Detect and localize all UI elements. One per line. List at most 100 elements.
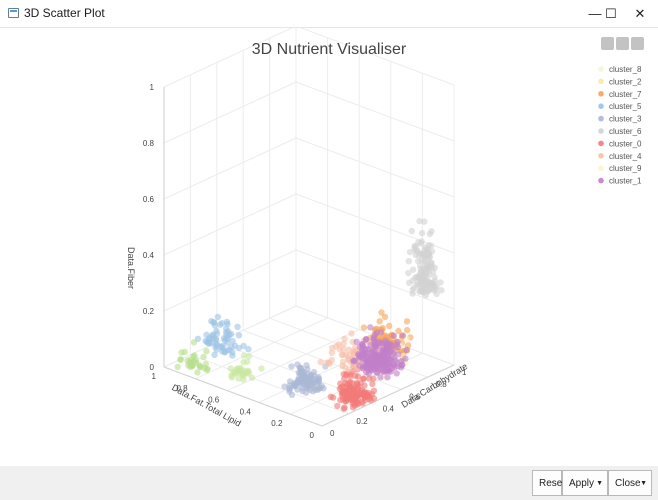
scatter-point-cluster_1 — [360, 351, 368, 358]
scatter-point-cluster_1 — [403, 346, 410, 354]
y-tick-label: 0 — [310, 431, 315, 440]
legend-marker-cluster_5 — [598, 103, 604, 109]
apply-button[interactable]: Apply ▼ — [562, 470, 608, 496]
x-axis-line — [321, 364, 455, 427]
legend-item-cluster_4[interactable]: cluster_4 — [609, 152, 642, 161]
scatter-point-cluster_4 — [341, 335, 348, 342]
scatter-point-cluster_1 — [383, 345, 391, 352]
scatter-point-cluster_2 — [200, 353, 207, 361]
chart-title: 3D Nutrient Visualiser — [252, 41, 407, 58]
scatter-point-cluster_1 — [353, 338, 360, 345]
scatter-point-cluster_6 — [405, 258, 412, 265]
scatter-point-cluster_1 — [390, 361, 397, 368]
scatter-point-cluster_1 — [380, 368, 387, 376]
legend-item-cluster_9[interactable]: cluster_9 — [609, 164, 642, 173]
scatter-point-cluster_1 — [376, 339, 383, 347]
legend-marker-cluster_2 — [598, 78, 604, 85]
scatter-point-cluster_3 — [281, 383, 288, 390]
z-axis-title: Data.Fiber — [126, 247, 136, 289]
legend-marker-cluster_0 — [598, 140, 604, 147]
scatter-point-cluster_4 — [344, 355, 352, 362]
scatter-point-cluster_0 — [347, 373, 354, 381]
legend-item-cluster_8[interactable]: cluster_8 — [609, 65, 642, 74]
close-button-label: Close — [615, 478, 641, 489]
toolbar-button-icon[interactable] — [601, 37, 614, 50]
scatter-point-cluster_0 — [353, 392, 360, 400]
scatter-point-cluster_1 — [390, 332, 397, 339]
scatter-point-cluster_6 — [424, 288, 431, 295]
fullscreen-icon[interactable] — [616, 37, 629, 50]
scatter-point-cluster_5 — [221, 349, 228, 356]
x-tick-label: 1 — [462, 368, 467, 377]
scatter-point-cluster_3 — [309, 388, 317, 395]
scatter-point-cluster_5 — [213, 327, 220, 335]
y-tick-label: 0.2 — [271, 419, 283, 428]
scatter-point-cluster_1 — [384, 374, 391, 381]
scatter-point-cluster_6 — [406, 248, 414, 256]
x-tick-label: 0.2 — [356, 417, 368, 426]
scatter-point-cluster_6 — [432, 285, 439, 292]
scatter-point-cluster_1 — [359, 365, 367, 372]
scatter-point-cluster_1 — [367, 355, 374, 362]
scatter-point-cluster_1 — [370, 361, 377, 368]
legend-item-cluster_2[interactable]: cluster_2 — [609, 77, 642, 86]
scatter-point-cluster_5 — [235, 332, 243, 339]
scatter-point-cluster_4 — [340, 340, 347, 347]
minimize-button[interactable]: — — [588, 6, 602, 21]
legend-item-cluster_0[interactable]: cluster_0 — [609, 139, 642, 148]
chevron-down-icon[interactable]: ▼ — [596, 480, 603, 487]
legend-item-cluster_6[interactable]: cluster_6 — [609, 127, 642, 136]
scatter-3d-chart[interactable]: 3D Nutrient Visualiser00.20.40.60.8100.2… — [0, 28, 658, 466]
reset-button[interactable]: Reset — [532, 470, 565, 496]
scatter-point-cluster_6 — [411, 284, 418, 291]
scatter-point-cluster_3 — [288, 391, 296, 398]
scatter-point-cluster_0 — [341, 404, 348, 411]
scatter-point-cluster_0 — [354, 373, 362, 380]
scatter-point-cluster_1 — [355, 352, 362, 359]
scatter-point-cluster_2 — [203, 348, 210, 355]
scatter-point-cluster_4 — [340, 346, 347, 353]
scatter-point-cluster_6 — [422, 260, 429, 267]
scatter-point-cluster_5 — [229, 352, 236, 359]
close-button[interactable]: Close ▼ — [608, 470, 652, 496]
scatter-point-cluster_0 — [337, 396, 344, 404]
scatter-point-cluster_1 — [356, 343, 364, 351]
scatter-point-cluster_1 — [379, 363, 386, 370]
legend-item-cluster_3[interactable]: cluster_3 — [609, 115, 642, 124]
scatter-point-cluster_1 — [394, 344, 402, 351]
scatter-point-cluster_3 — [296, 373, 303, 381]
maximize-button[interactable]: ☐ — [605, 6, 617, 21]
scatter-point-cluster_6 — [418, 229, 426, 237]
wall-gridline — [295, 249, 455, 310]
close-window-button[interactable]: ✕ — [634, 6, 646, 21]
scatter-point-cluster_0 — [327, 393, 334, 400]
scatter-point-cluster_6 — [437, 279, 444, 286]
scatter-point-cluster_1 — [390, 350, 397, 358]
scatter-point-cluster_5 — [226, 331, 233, 338]
scatter-point-cluster_1 — [377, 374, 384, 381]
legend-item-cluster_5[interactable]: cluster_5 — [609, 102, 642, 111]
scatter-point-cluster_7 — [378, 309, 385, 316]
scatter-point-cluster_6 — [427, 242, 435, 249]
scatter-point-cluster_6 — [426, 230, 433, 238]
legend-item-cluster_1[interactable]: cluster_1 — [609, 177, 642, 186]
scatter-point-cluster_6 — [415, 257, 422, 265]
plot-area[interactable]: 3D Nutrient Visualiser 0 0.2 0.4 0.6 0.8 1 0 0.2… — [0, 28, 658, 466]
scatter-point-cluster_1 — [362, 336, 370, 343]
scatter-point-cluster_0 — [368, 391, 376, 398]
scatter-point-cluster_6 — [418, 240, 425, 247]
apply-button-label: Apply — [569, 478, 595, 489]
menu-icon[interactable] — [631, 37, 644, 50]
chevron-down-icon[interactable]: ▼ — [640, 480, 647, 487]
app-window-icon — [8, 8, 19, 18]
scatter-point-cluster_2 — [177, 356, 184, 363]
legend-item-cluster_7[interactable]: cluster_7 — [609, 90, 642, 99]
scatter-point-cluster_3 — [286, 386, 293, 393]
scatter-point-cluster_3 — [288, 363, 295, 370]
scatter-point-cluster_4 — [341, 364, 349, 371]
z-tick-label: 1 — [150, 83, 155, 92]
legend-marker-cluster_7 — [598, 91, 604, 97]
y-tick-label: 0.8 — [176, 384, 188, 393]
scatter-point-cluster_4 — [350, 348, 357, 355]
wall-gridline — [163, 28, 293, 88]
